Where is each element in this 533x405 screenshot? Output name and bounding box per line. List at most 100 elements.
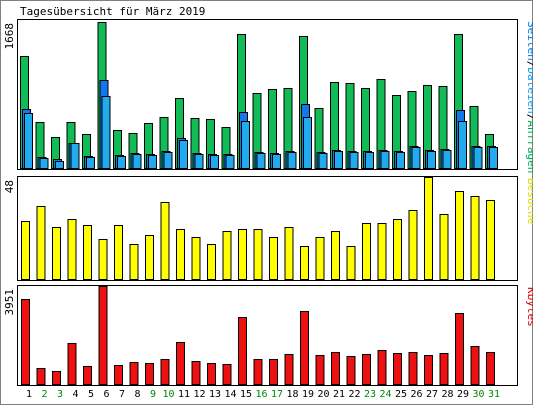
bar-visits-besuche-20 [315,237,325,280]
day-label-3: 3 [57,389,63,400]
bar-requests-seiten-24 [380,151,390,169]
bar-requests-seiten-13 [210,155,219,169]
bar-requests-seiten-11 [179,140,188,169]
bar-requests-seiten-14 [225,155,235,169]
day-label-16: 16 [255,389,267,400]
legend-label-kbytes: Kbytes [525,287,533,327]
chart-title: Tagesübersicht für März 2019 [20,5,205,18]
bar-requests-seiten-7 [117,156,126,169]
bar-visits-besuche-2 [36,206,46,280]
panel-frame-visits [17,176,518,281]
legend-label-requests: Seiten/Dateien/Anfragen [525,21,533,173]
bar-kbytes-kbytes-8 [129,362,139,385]
bar-visits-besuche-8 [129,244,139,280]
bar-requests-seiten-16 [256,153,266,169]
bar-visits-besuche-28 [439,214,449,280]
bar-requests-seiten-30 [473,147,483,169]
bar-visits-besuche-16 [253,229,263,280]
bar-kbytes-kbytes-1 [21,299,30,385]
day-label-24: 24 [379,389,391,400]
bar-kbytes-kbytes-14 [222,364,232,385]
day-label-21: 21 [333,389,345,400]
day-label-25: 25 [395,389,407,400]
bar-visits-besuche-22 [346,246,356,280]
bar-kbytes-kbytes-25 [393,353,402,385]
bar-visits-besuche-25 [393,219,402,280]
bar-visits-besuche-24 [377,223,387,280]
bar-kbytes-kbytes-29 [455,313,464,385]
bar-requests-seiten-12 [194,154,204,169]
bar-requests-seiten-18 [287,152,297,169]
chart-panels: 1668Seiten/Dateien/Anfragen48Besuche3951… [3,19,533,386]
day-label-2: 2 [41,389,47,400]
bar-kbytes-kbytes-21 [331,352,340,385]
day-label-30: 30 [472,389,484,400]
bar-requests-seiten-28 [442,150,452,169]
legend-part-visits-0: Besuche [525,178,533,224]
bar-requests-seiten-23 [365,152,374,169]
bar-visits-besuche-31 [486,200,495,280]
day-label-29: 29 [457,389,469,400]
bar-kbytes-kbytes-5 [83,366,92,385]
bar-visits-besuche-3 [52,227,61,280]
day-label-8: 8 [134,389,140,400]
bar-requests-seiten-29 [458,121,467,169]
legend-part-requests-0: Seiten [525,21,533,61]
bar-visits-besuche-7 [114,225,123,280]
bar-requests-seiten-3 [55,161,64,169]
bar-kbytes-kbytes-28 [439,353,449,385]
day-label-31: 31 [488,389,500,400]
bar-kbytes-kbytes-3 [52,371,61,385]
bar-visits-besuche-1 [21,221,30,280]
bar-requests-seiten-15 [241,121,250,169]
legend-part-requests-1: / [525,61,533,68]
bar-requests-seiten-4 [70,143,80,169]
bar-requests-seiten-26 [411,147,421,169]
bar-kbytes-kbytes-6 [98,286,108,385]
legend-part-requests-2: Dateien [525,67,533,113]
bar-requests-seiten-22 [349,152,359,169]
bar-requests-seiten-19 [303,117,312,169]
day-label-13: 13 [209,389,221,400]
bar-kbytes-kbytes-11 [176,342,185,385]
bar-kbytes-kbytes-31 [486,352,495,385]
day-label-15: 15 [240,389,252,400]
panel-frame-requests [17,19,518,170]
bar-visits-besuche-4 [67,219,77,280]
bar-kbytes-kbytes-30 [470,346,480,385]
bar-requests-seiten-2 [39,158,49,169]
day-label-1: 1 [26,389,32,400]
bar-requests-seiten-8 [132,154,142,169]
bar-visits-besuche-26 [408,210,418,280]
bar-visits-besuche-12 [191,237,201,280]
y-max-label-kbytes: 3951 [3,289,16,316]
bar-requests-seiten-9 [148,155,157,169]
bar-requests-seiten-6 [101,96,111,169]
bar-kbytes-kbytes-26 [408,352,418,385]
day-label-26: 26 [410,389,422,400]
day-label-27: 27 [426,389,438,400]
bar-visits-besuche-15 [238,229,247,280]
day-label-23: 23 [364,389,376,400]
bar-visits-besuche-6 [98,239,108,280]
y-max-label-visits: 48 [3,180,16,193]
bar-kbytes-kbytes-18 [284,354,294,385]
bar-requests-seiten-27 [427,151,436,169]
bar-visits-besuche-17 [269,237,278,280]
day-label-10: 10 [162,389,174,400]
bar-visits-besuche-18 [284,227,294,280]
bar-kbytes-kbytes-16 [253,359,263,385]
day-label-5: 5 [88,389,94,400]
bar-visits-besuche-14 [222,231,232,280]
day-label-7: 7 [119,389,125,400]
bar-visits-besuche-5 [83,225,92,280]
day-label-22: 22 [348,389,360,400]
legend-part-requests-3: / [525,114,533,121]
day-label-12: 12 [193,389,205,400]
bar-requests-seiten-20 [318,153,328,169]
day-label-19: 19 [302,389,314,400]
bar-kbytes-kbytes-23 [362,354,371,385]
bar-visits-besuche-29 [455,191,464,280]
panel-frame-kbytes [17,285,518,386]
